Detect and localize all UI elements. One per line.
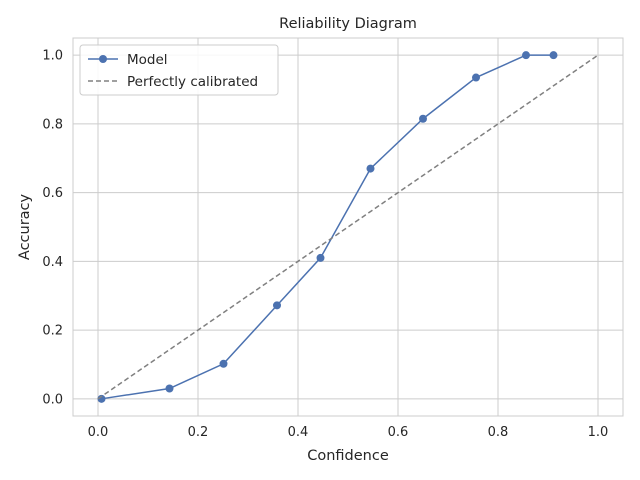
series-0-point-7 bbox=[472, 73, 480, 82]
series-line-0 bbox=[101, 54, 554, 400]
plot-border bbox=[72, 37, 624, 417]
series-0-point-5 bbox=[366, 164, 375, 173]
series-0-point-3 bbox=[273, 301, 281, 310]
legend-label-1: Perfectly calibrated bbox=[127, 74, 258, 90]
y-tick-label-0: 0.0 bbox=[42, 392, 63, 407]
x-tick-label-5: 1.0 bbox=[588, 425, 609, 440]
series-0-point-4 bbox=[316, 253, 325, 262]
y-axis-label: Accuracy bbox=[17, 193, 33, 260]
series-0-point-6 bbox=[419, 114, 427, 123]
x-tick-label-1: 0.2 bbox=[188, 425, 209, 440]
legend-label-0: Model bbox=[127, 52, 168, 68]
series-layer bbox=[97, 51, 599, 403]
chart-title: Reliability Diagram bbox=[279, 16, 417, 32]
series-0-point-8 bbox=[522, 51, 530, 60]
x-tick-label-2: 0.4 bbox=[288, 425, 309, 440]
x-axis-label: Confidence bbox=[307, 448, 389, 464]
series-line-1 bbox=[97, 54, 599, 400]
series-0-point-1 bbox=[165, 384, 174, 393]
y-tick-label-1: 0.2 bbox=[42, 324, 63, 339]
legend: Model Perfectly calibrated bbox=[79, 44, 279, 96]
y-tick-label-2: 0.4 bbox=[42, 255, 63, 270]
x-tick-label-3: 0.6 bbox=[388, 425, 409, 440]
series-0-point-2 bbox=[219, 359, 228, 368]
grid-lines bbox=[73, 38, 623, 416]
legend-marker-0 bbox=[99, 55, 107, 63]
tick-labels: 0.0 0.2 0.4 0.6 0.8 1.0 0.0 0.2 0.4 0.6 0.8 1.0 bbox=[42, 49, 608, 440]
x-tick-label-0: 0.0 bbox=[88, 425, 109, 440]
series-0-point-9 bbox=[549, 51, 558, 60]
y-tick-label-3: 0.6 bbox=[42, 186, 63, 201]
x-tick-label-4: 0.8 bbox=[488, 425, 509, 440]
series-0-point-0 bbox=[97, 394, 106, 403]
plot-frame bbox=[72, 37, 624, 417]
y-tick-label-4: 0.8 bbox=[42, 117, 63, 132]
y-tick-label-5: 1.0 bbox=[42, 49, 63, 64]
legend-box bbox=[79, 44, 279, 96]
